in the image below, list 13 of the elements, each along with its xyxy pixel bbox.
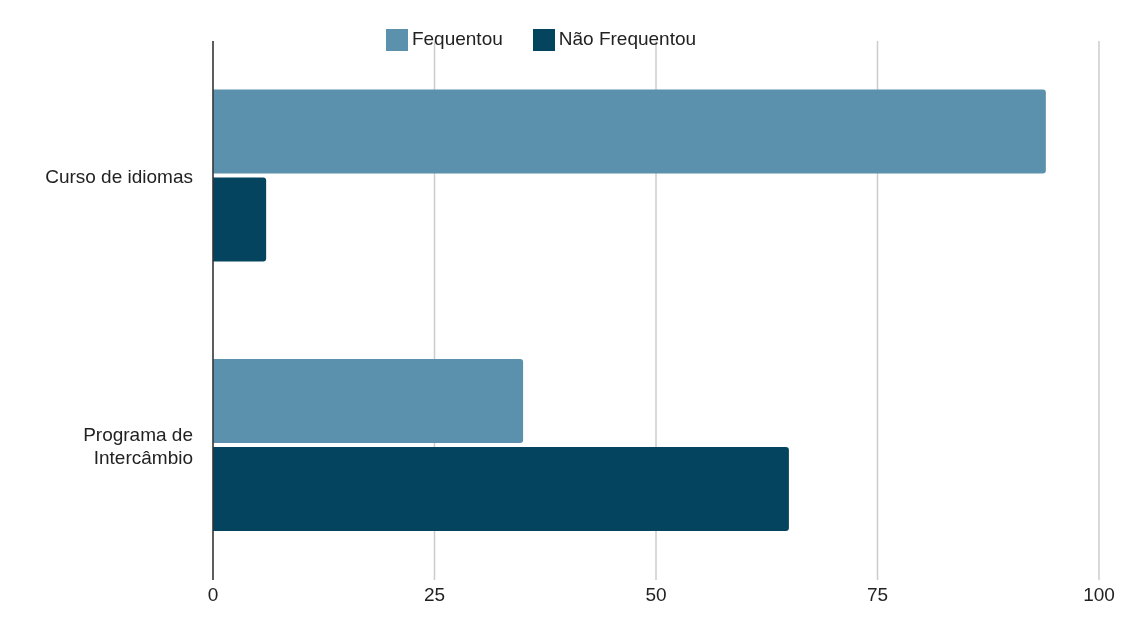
x-tick-label: 0 [207, 584, 219, 606]
legend-label: Fequentou [411, 28, 503, 49]
x-tick-label: 100 [1083, 584, 1115, 606]
x-tick-label: 50 [645, 584, 667, 606]
y-tick-label: Curso de idiomas [45, 165, 193, 187]
bar [213, 89, 1046, 174]
x-tick-label: 75 [866, 584, 889, 606]
legend-label: Não Frequentou [558, 28, 697, 49]
y-tick-label: Programa de Intercâmbio [83, 423, 193, 468]
bar [213, 177, 267, 262]
bar [213, 359, 524, 443]
bar [213, 447, 789, 531]
x-tick-label: 25 [423, 584, 446, 606]
